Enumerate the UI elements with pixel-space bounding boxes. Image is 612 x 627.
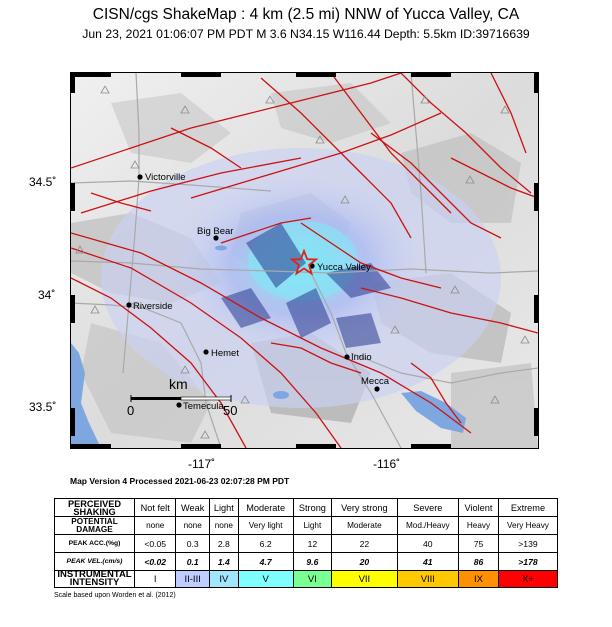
city-hemet[interactable]: Hemet (203, 348, 239, 359)
legend-row-label: POTENTIAL DAMAGE (54, 516, 135, 535)
city-markers: Victorville Big Bear Yucca Valley Rivers… (126, 172, 390, 412)
legend-cell: none (133, 516, 177, 535)
legend-cell: V (237, 570, 294, 588)
big-bear-lake (215, 245, 227, 251)
legend-cell: 2.8 (208, 534, 239, 553)
legend-cell: 9.6 (292, 552, 333, 571)
legend-cell: Light (292, 516, 333, 535)
legend-cell: <0.02 (133, 552, 177, 571)
legend-cell: Moderate (237, 498, 294, 517)
pacific-ocean (71, 343, 101, 448)
city-label-hemet: Hemet (211, 348, 239, 359)
legend-cell: VII (331, 570, 398, 588)
legend-cell: Mod./Heavy (396, 516, 460, 535)
salton-sea (401, 391, 466, 433)
map-title: CISN/cgs ShakeMap : 4 km (2.5 mi) NNW of… (92, 6, 520, 23)
lat-label-34: 34˚ (38, 288, 56, 302)
legend-cell: 20 (331, 552, 398, 571)
city-label-temecula: Temecula (183, 401, 224, 412)
legend-cell: 75 (458, 534, 499, 553)
city-yucca-valley[interactable]: Yucca Valley (309, 262, 371, 273)
map-version-note: Map Version 4 Processed 2021-06-23 02:07… (70, 476, 290, 486)
legend-row-velocity: PEAK VEL.(cm/s) <0.02 0.1 1.4 4.7 9.6 20 41 86 >1… (54, 552, 559, 571)
seismic-stations (75, 85, 530, 439)
legend-cell: X+ (497, 570, 559, 588)
legend-cell: >139 (497, 534, 559, 553)
legend-row-shaking: PERCEIVED SHAKING Not felt Weak Light Modera… (54, 498, 559, 517)
lat-label-34-5: 34.5˚ (29, 175, 57, 189)
city-label-big-bear: Big Bear (197, 226, 233, 237)
legend-cell: Strong (292, 498, 333, 517)
city-riverside[interactable]: Riverside (126, 301, 173, 312)
legend-cell: 0.3 (175, 534, 210, 553)
scale-bar: km 0 50 (127, 376, 237, 418)
city-label-indio: Indio (351, 352, 372, 363)
legend-cell: 86 (458, 552, 499, 571)
scale-note: Scale based upon Worden et al. (2012) (54, 592, 176, 599)
legend-cell: Weak (175, 498, 210, 517)
legend-row-intensity: INSTRUMENTAL INTENSITY I II-III IV V VI VII VII… (54, 570, 559, 588)
city-label-riverside: Riverside (133, 301, 173, 312)
legend-cell: VIII (396, 570, 460, 588)
legend-cell: IV (208, 570, 239, 588)
lat-label-33-5: 33.5˚ (29, 400, 57, 414)
legend-cell: 1.4 (208, 552, 239, 571)
legend-cell: none (208, 516, 239, 535)
legend-row-label: INSTRUMENTAL INTENSITY (54, 570, 135, 588)
legend-cell: 12 (292, 534, 333, 553)
legend-cell: Violent (458, 498, 499, 517)
legend-cell: Extreme (497, 498, 559, 517)
legend-cell: Light (208, 498, 239, 517)
legend-cell: 40 (396, 534, 460, 553)
legend-cell: I (133, 570, 177, 588)
scale-unit: km (169, 376, 188, 392)
city-label-mecca: Mecca (361, 376, 390, 387)
fault-lines (71, 73, 538, 448)
legend-cell: 6.2 (237, 534, 294, 553)
legend-cell: IX (458, 570, 499, 588)
legend-cell: Heavy (458, 516, 499, 535)
legend-cell: Very light (237, 516, 294, 535)
legend-cell: none (175, 516, 210, 535)
event-details: Jun 23, 2021 01:06:07 PM PDT M 3.6 N34.1… (82, 27, 530, 41)
lake (273, 391, 289, 399)
water-bodies (71, 245, 466, 448)
city-label-victorville: Victorville (145, 172, 185, 183)
map-border-ticks (71, 73, 538, 448)
road-network (71, 73, 538, 448)
legend-row-damage: POTENTIAL DAMAGE none none none Very light Li… (54, 516, 559, 535)
legend-cell: VI (292, 570, 333, 588)
legend-row-acceleration: PEAK ACC.(%g) <0.05 0.3 2.8 6.2 12 22 40 75 >139 (54, 534, 559, 553)
shakemap-canvas: Victorville Big Bear Yucca Valley Rivers… (71, 73, 538, 448)
legend-row-label: PERCEIVED SHAKING (54, 498, 135, 517)
city-label-yucca-valley: Yucca Valley (317, 262, 371, 273)
city-indio[interactable]: Indio (344, 352, 372, 363)
lon-label-117: -117˚ (188, 457, 216, 471)
legend-cell: 41 (396, 552, 460, 571)
city-temecula[interactable]: Temecula (176, 401, 224, 412)
scale-end: 50 (223, 403, 237, 418)
legend-cell: >178 (497, 552, 559, 571)
legend-cell: Very Heavy (497, 516, 559, 535)
legend-cell: II-III (175, 570, 210, 588)
lon-label-116: -116˚ (373, 457, 401, 471)
legend-cell: 4.7 (237, 552, 294, 571)
scale-start: 0 (127, 403, 134, 418)
legend-cell: <0.05 (133, 534, 177, 553)
legend-row-label: PEAK VEL.(cm/s) (54, 552, 135, 571)
legend-cell: Moderate (331, 516, 398, 535)
legend-cell: Severe (396, 498, 460, 517)
star-icon[interactable] (289, 248, 319, 276)
legend-cell: 0.1 (175, 552, 210, 571)
city-big-bear[interactable]: Big Bear (197, 226, 233, 241)
terrain-relief-shaded (221, 223, 391, 348)
city-victorville[interactable]: Victorville (137, 172, 185, 183)
city-mecca[interactable]: Mecca (361, 376, 390, 392)
legend-row-label: PEAK ACC.(%g) (54, 534, 135, 553)
legend-cell: Not felt (133, 498, 177, 517)
legend-cell: Very strong (331, 498, 398, 517)
legend-cell: 22 (331, 534, 398, 553)
intensity-legend: PERCEIVED SHAKING Not felt Weak Light Modera… (54, 498, 559, 588)
shakemap[interactable]: Victorville Big Bear Yucca Valley Rivers… (70, 72, 539, 449)
